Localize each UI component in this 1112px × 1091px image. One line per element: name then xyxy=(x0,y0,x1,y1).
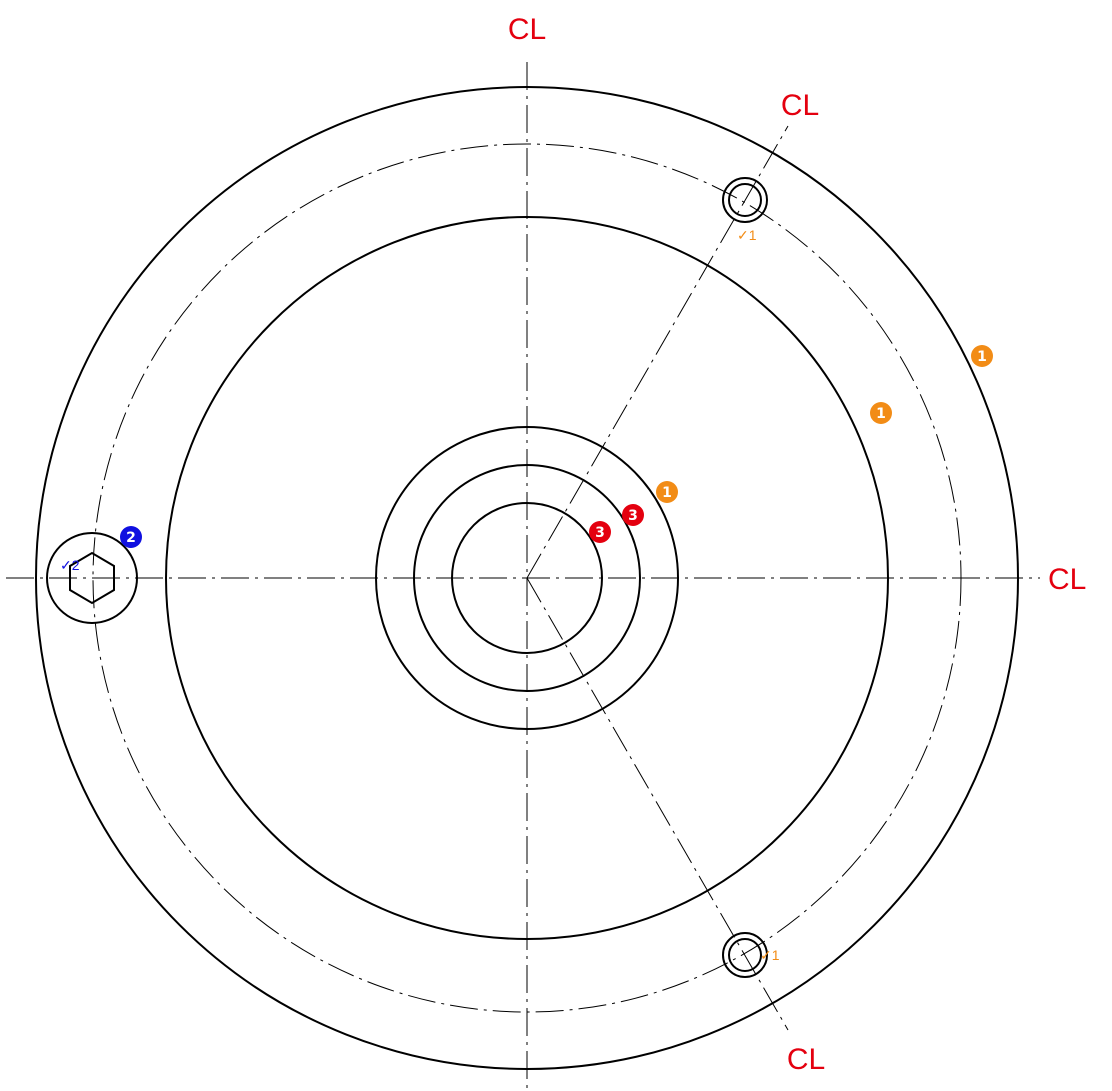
outer-flange-edge xyxy=(35,86,1019,1070)
centerline-label-top: CL xyxy=(508,13,546,46)
hub-middle-edge xyxy=(413,464,641,692)
centerline-label-right: CL xyxy=(1048,563,1086,596)
svg-text:2: 2 xyxy=(126,530,136,546)
centerline-label-lower-right: CL xyxy=(787,1043,825,1076)
finish-mark-upper-hole: ✓1 xyxy=(737,227,757,243)
mounting-hole-lower xyxy=(722,932,768,978)
svg-text:1: 1 xyxy=(662,485,672,501)
mounting-hole-upper xyxy=(722,177,768,223)
finish-mark-lower-hole: ✓1 xyxy=(760,947,780,963)
note-badge-bore-b: 3 xyxy=(622,504,644,526)
hub-outer-edge xyxy=(375,426,679,730)
inner-recess-edge xyxy=(165,216,889,940)
note-badge-outer-edge: 1 xyxy=(971,345,993,367)
hex-socket-icon xyxy=(69,551,115,605)
note-badge-bore-a: 3 xyxy=(589,521,611,543)
bolt-circle xyxy=(92,143,962,1013)
svg-text:1: 1 xyxy=(977,349,987,365)
svg-text:3: 3 xyxy=(628,508,638,524)
note-badge-hub-edge: 1 xyxy=(656,481,678,503)
center-bore xyxy=(451,502,603,654)
hex-socket-plug xyxy=(46,532,138,624)
finish-mark-plug: ✓2 xyxy=(60,557,80,573)
diagonal-centerline-lower xyxy=(526,577,789,1031)
svg-text:3: 3 xyxy=(595,525,605,541)
diagonal-centerline-upper xyxy=(526,125,789,579)
note-badge-recess-edge: 1 xyxy=(870,402,892,424)
svg-text:1: 1 xyxy=(876,406,886,422)
note-badge-plug: 2 xyxy=(120,526,142,548)
centerline-label-upper-right: CL xyxy=(781,89,819,122)
